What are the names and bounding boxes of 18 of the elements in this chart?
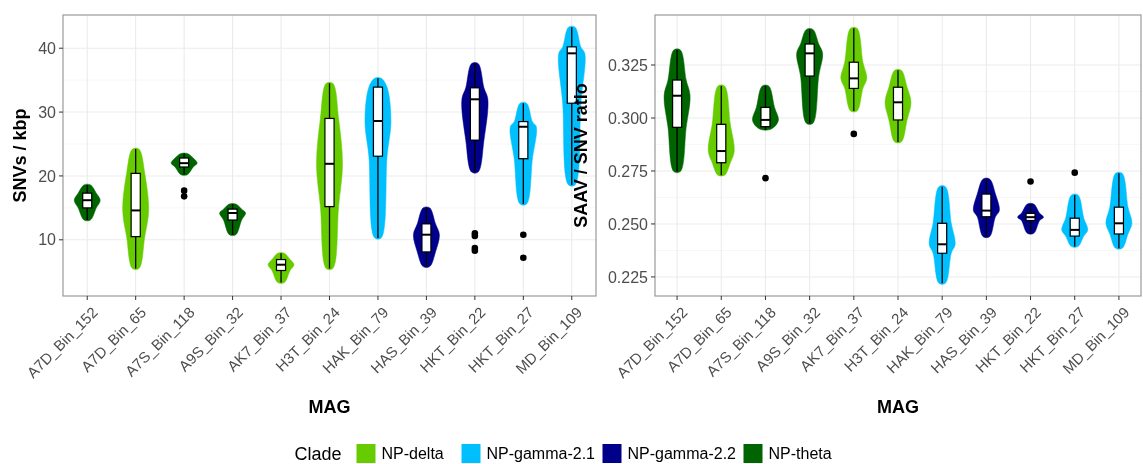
legend-label: NP-delta xyxy=(381,445,444,463)
legend-title: Clade xyxy=(294,443,342,464)
y-tick-label: 0.250 xyxy=(607,215,649,233)
y-tick-label: 0.300 xyxy=(607,109,649,127)
legend-label: NP-theta xyxy=(768,445,832,463)
y-tick-label: 0.275 xyxy=(607,162,649,180)
y-tick-label: 0.325 xyxy=(607,56,649,74)
y-axis-title: SAAV / SNV ratio xyxy=(571,83,591,228)
y-tick-label: 10 xyxy=(38,231,57,249)
x-axis-title: MAG xyxy=(877,397,919,417)
y-tick-label: 30 xyxy=(38,103,57,121)
y-tick-label: 0.225 xyxy=(607,268,649,286)
y-tick-label: 40 xyxy=(38,39,57,57)
legend-label: NP-gamma-2.1 xyxy=(486,445,596,463)
x-axis-title: MAG xyxy=(308,397,351,417)
y-axis-title: SNVs / kbp xyxy=(10,108,30,203)
legend-label: NP-gamma-2.2 xyxy=(627,445,737,463)
y-tick-label: 20 xyxy=(38,167,57,185)
